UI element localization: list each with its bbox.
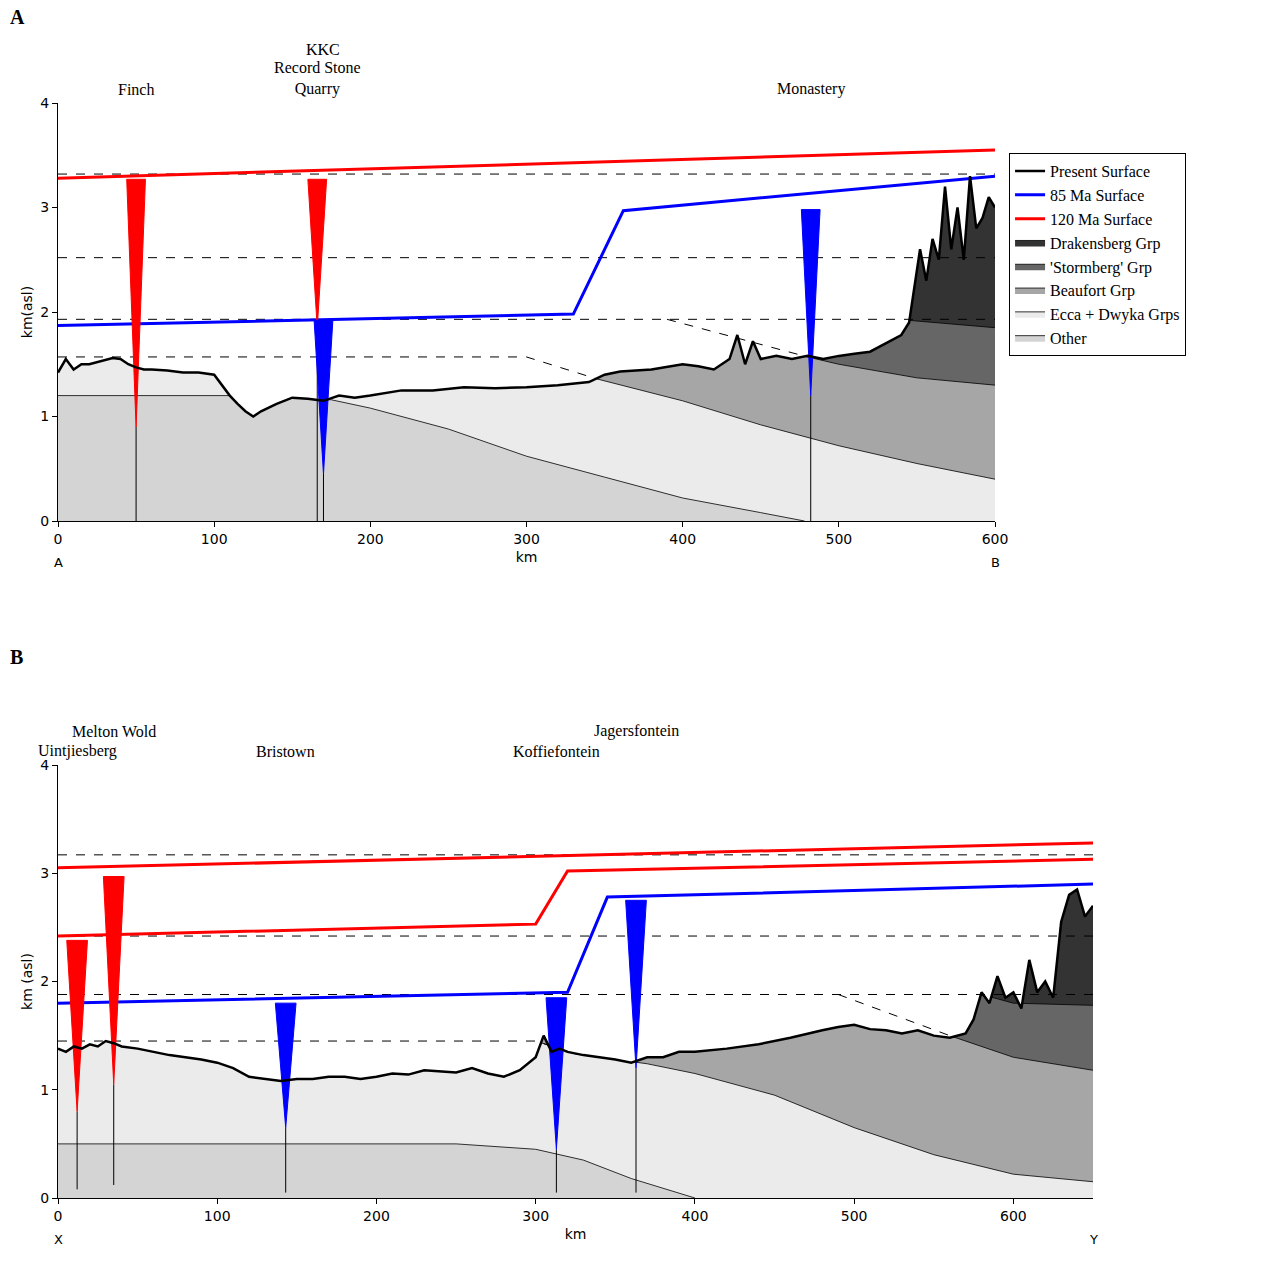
svg-text:0: 0 <box>40 1190 49 1206</box>
svg-text:4: 4 <box>40 757 49 773</box>
svg-text:Bristown: Bristown <box>256 743 315 760</box>
svg-text:85 Ma Surface: 85 Ma Surface <box>1050 187 1144 204</box>
svg-text:Ecca + Dwyka Grps: Ecca + Dwyka Grps <box>1050 306 1179 324</box>
svg-text:Monastery: Monastery <box>777 80 845 98</box>
svg-text:km (asl): km (asl) <box>19 953 35 1010</box>
svg-text:100: 100 <box>201 531 228 547</box>
svg-text:2: 2 <box>40 973 49 989</box>
svg-text:3: 3 <box>40 865 49 881</box>
svg-text:'Stormberg' Grp: 'Stormberg' Grp <box>1050 259 1152 277</box>
svg-text:X: X <box>54 1232 63 1247</box>
svg-text:Jagersfontein: Jagersfontein <box>594 722 679 740</box>
svg-text:B: B <box>10 646 23 668</box>
svg-text:Record StoneQuarry: Record StoneQuarry <box>274 59 361 98</box>
svg-text:500: 500 <box>841 1208 868 1224</box>
svg-text:400: 400 <box>682 1208 709 1224</box>
svg-text:KKC: KKC <box>306 41 340 58</box>
svg-text:Y: Y <box>1089 1232 1098 1247</box>
svg-text:2: 2 <box>40 304 49 320</box>
svg-text:Koffiefontein: Koffiefontein <box>513 743 600 760</box>
svg-text:0: 0 <box>54 1208 63 1224</box>
svg-text:Uintjiesberg: Uintjiesberg <box>38 742 117 760</box>
svg-text:B: B <box>991 555 1000 570</box>
svg-text:300: 300 <box>522 1208 549 1224</box>
svg-text:Beaufort Grp: Beaufort Grp <box>1050 282 1135 300</box>
svg-text:120 Ma Surface: 120 Ma Surface <box>1050 211 1152 228</box>
svg-text:1: 1 <box>40 408 49 424</box>
svg-text:300: 300 <box>513 531 540 547</box>
svg-text:100: 100 <box>204 1208 231 1224</box>
svg-text:4: 4 <box>40 95 49 111</box>
svg-text:A: A <box>54 555 63 570</box>
svg-text:3: 3 <box>40 199 49 215</box>
svg-text:Melton Wold: Melton Wold <box>72 723 156 740</box>
svg-text:400: 400 <box>669 531 696 547</box>
svg-text:600: 600 <box>1000 1208 1027 1224</box>
svg-text:Drakensberg Grp: Drakensberg Grp <box>1050 235 1160 253</box>
svg-text:200: 200 <box>363 1208 390 1224</box>
svg-text:0: 0 <box>40 513 49 529</box>
svg-text:km(asl): km(asl) <box>19 286 35 338</box>
svg-text:km: km <box>516 549 538 565</box>
svg-text:200: 200 <box>357 531 384 547</box>
svg-text:600: 600 <box>982 531 1009 547</box>
svg-text:Finch: Finch <box>118 81 154 98</box>
svg-text:1: 1 <box>40 1082 49 1098</box>
svg-text:Present Surface: Present Surface <box>1050 163 1150 180</box>
svg-text:Other: Other <box>1050 330 1087 347</box>
svg-text:km: km <box>565 1226 587 1242</box>
svg-text:0: 0 <box>54 531 63 547</box>
svg-text:A: A <box>10 6 25 28</box>
svg-text:500: 500 <box>825 531 852 547</box>
